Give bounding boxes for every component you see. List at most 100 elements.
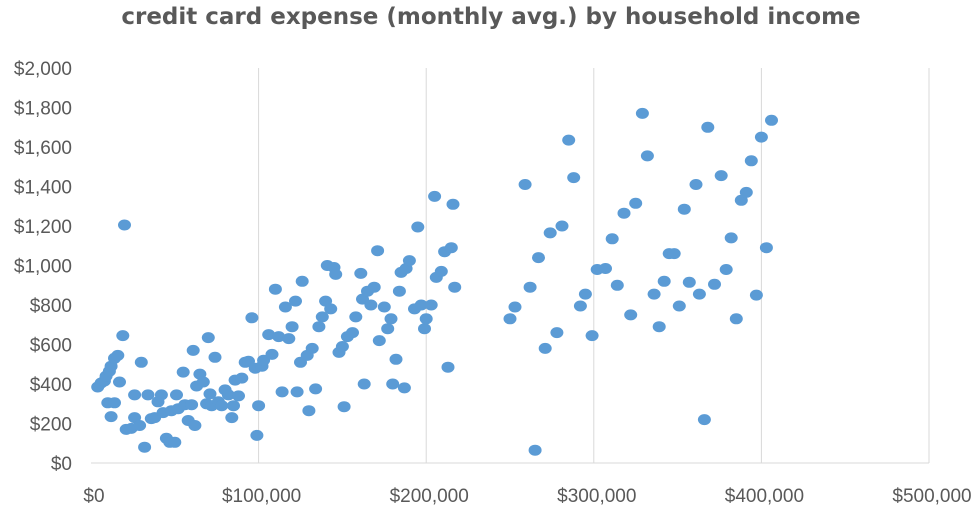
- data-point: [128, 389, 142, 401]
- data-point: [585, 330, 599, 342]
- data-point: [411, 221, 425, 233]
- data-point: [203, 388, 217, 400]
- data-point: [714, 170, 728, 182]
- y-axis-tick-labels: $0 $200 $400 $600 $800 $1,000 $1,200 $1,400 $1,6…: [14, 59, 72, 475]
- data-point: [305, 342, 319, 354]
- data-point: [640, 150, 654, 162]
- data-point: [133, 420, 147, 431]
- data-point: [335, 341, 349, 352]
- data-point: [765, 114, 778, 126]
- x-tick-label: $0: [83, 486, 104, 507]
- data-point: [441, 361, 455, 373]
- data-point: [508, 301, 522, 313]
- data-point: [392, 285, 406, 297]
- data-point: [329, 268, 343, 280]
- data-point: [196, 376, 210, 388]
- data-point: [697, 414, 711, 426]
- data-point: [689, 179, 703, 190]
- x-tick-label: $400,000: [725, 486, 804, 507]
- y-tick-label: $1,800: [14, 99, 72, 120]
- data-point: [185, 399, 199, 411]
- data-point: [113, 376, 126, 388]
- data-point: [232, 390, 245, 402]
- data-point: [349, 311, 363, 323]
- data-point: [381, 323, 395, 335]
- y-tick-label: $1,000: [14, 257, 72, 278]
- data-point: [629, 197, 643, 209]
- data-point: [424, 299, 438, 311]
- data-point: [729, 313, 743, 325]
- data-point: [739, 186, 753, 198]
- data-point: [744, 155, 758, 167]
- data-point: [357, 378, 371, 390]
- data-point: [624, 309, 638, 321]
- x-axis-tick-labels: $0 $100,000 $200,000 $300,000 $400,000 $500,0…: [83, 486, 971, 507]
- data-point: [282, 333, 296, 345]
- data-point: [418, 323, 431, 335]
- data-point: [652, 321, 666, 333]
- data-point: [346, 327, 359, 339]
- data-point: [657, 275, 671, 287]
- data-point: [523, 281, 537, 293]
- y-tick-label: $1,200: [14, 217, 72, 238]
- data-point: [719, 264, 733, 275]
- data-point: [354, 267, 368, 279]
- data-point: [754, 131, 768, 143]
- data-point: [599, 263, 612, 274]
- data-point: [518, 179, 532, 190]
- data-point: [367, 281, 381, 293]
- data-point: [225, 412, 239, 424]
- data-point: [667, 248, 681, 260]
- data-point: [141, 389, 155, 401]
- data-point: [528, 444, 542, 456]
- y-tick-label: $1,600: [14, 138, 72, 159]
- data-point: [372, 335, 386, 347]
- data-point: [503, 313, 517, 325]
- data-point: [578, 288, 592, 300]
- data-point: [118, 219, 131, 231]
- data-point: [389, 353, 403, 365]
- data-point: [290, 386, 304, 398]
- y-tick-label: $1,400: [14, 178, 72, 199]
- data-point: [428, 190, 442, 202]
- data-point: [759, 242, 773, 254]
- x-tick-label: $100,000: [222, 486, 301, 507]
- data-point: [446, 198, 460, 210]
- data-point: [562, 134, 576, 146]
- data-points: [91, 107, 778, 456]
- data-point: [262, 329, 276, 341]
- x-tick-label: $300,000: [557, 486, 636, 507]
- data-point: [116, 330, 130, 342]
- data-point: [275, 386, 289, 398]
- data-point: [324, 303, 338, 315]
- data-point: [538, 342, 552, 354]
- data-point: [364, 299, 378, 311]
- data-point: [724, 232, 738, 244]
- data-point: [295, 275, 309, 287]
- data-point: [278, 301, 292, 313]
- data-point: [176, 366, 190, 378]
- data-point: [312, 321, 326, 333]
- data-point: [235, 372, 249, 384]
- data-point: [532, 252, 545, 264]
- data-point: [170, 389, 183, 401]
- data-point: [215, 400, 229, 412]
- data-point: [672, 300, 686, 312]
- data-point: [550, 327, 564, 339]
- data-point: [543, 227, 557, 239]
- data-point: [285, 321, 299, 333]
- data-point: [227, 400, 240, 412]
- data-point: [610, 279, 624, 291]
- data-point: [692, 288, 706, 300]
- data-point: [111, 349, 125, 361]
- data-point: [677, 203, 691, 215]
- y-tick-label: $800: [30, 296, 72, 317]
- x-tick-label: $200,000: [390, 486, 469, 507]
- data-point: [371, 245, 385, 257]
- data-point: [337, 401, 351, 413]
- data-point: [272, 331, 286, 343]
- data-point: [168, 436, 182, 448]
- data-point: [682, 276, 696, 288]
- data-point: [265, 348, 279, 360]
